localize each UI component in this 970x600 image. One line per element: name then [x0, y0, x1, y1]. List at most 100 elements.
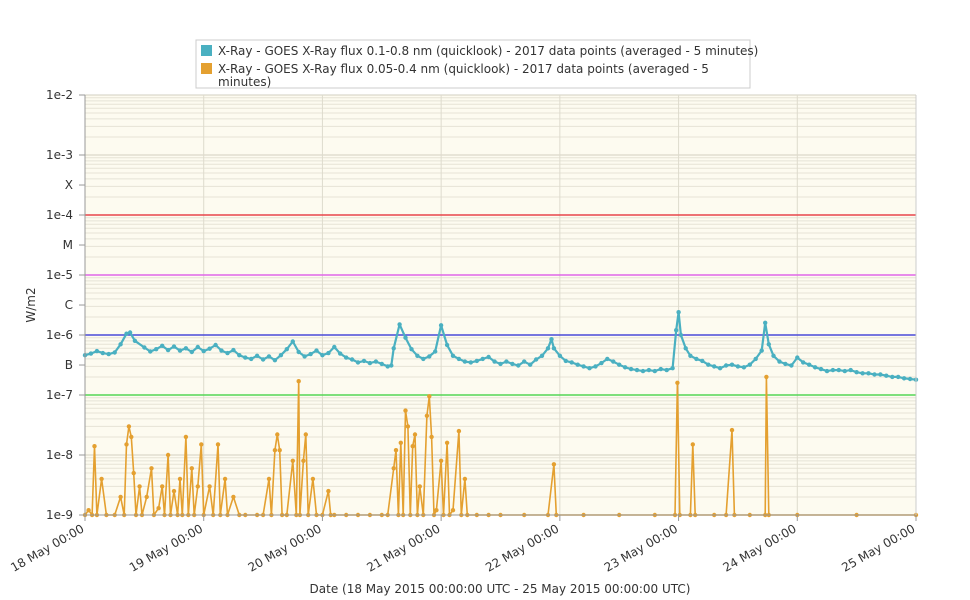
- data-point: [427, 354, 432, 359]
- data-point: [646, 367, 652, 373]
- data-point: [456, 428, 462, 434]
- data-point: [266, 476, 272, 482]
- data-point: [766, 342, 771, 347]
- data-point: [842, 368, 847, 374]
- data-point: [338, 351, 343, 356]
- data-point: [415, 353, 420, 358]
- data-point: [830, 367, 836, 373]
- data-point: [94, 348, 100, 354]
- data-point: [801, 360, 806, 365]
- data-point: [551, 462, 557, 467]
- data-point: [753, 356, 758, 362]
- y-axis-title: W/m2: [24, 287, 38, 322]
- x-tick-labels: 18 May 00:00 19 May 00:00 20 May 00:00 21 M…: [8, 515, 918, 575]
- data-point: [498, 361, 503, 367]
- legend-label-series-2-line-1: X-Ray - GOES X-Ray flux 0.05-0.4 nm (qui…: [218, 62, 709, 76]
- y-tick-label: 1e-7: [46, 388, 73, 402]
- data-point: [427, 394, 432, 399]
- data-point: [100, 350, 106, 356]
- data-point: [462, 476, 468, 482]
- data-point: [349, 357, 355, 362]
- data-point: [149, 466, 154, 471]
- data-point: [824, 368, 830, 374]
- data-point: [124, 331, 129, 336]
- data-point: [361, 358, 367, 364]
- data-point: [818, 366, 824, 372]
- data-point: [866, 371, 871, 376]
- data-point: [450, 508, 456, 513]
- data-point: [480, 356, 485, 362]
- data-point: [222, 476, 228, 482]
- data-point: [676, 310, 681, 315]
- data-point: [678, 332, 684, 338]
- x-tick-label: 18 May 00:00: [8, 521, 86, 574]
- y-tick-label: 1e-2: [46, 88, 73, 102]
- data-point: [86, 508, 91, 513]
- data-point: [326, 350, 331, 356]
- data-point: [848, 367, 853, 373]
- legend-label-series-2[interactable]: X-Ray - GOES X-Ray flux 0.05-0.4 nm (qui…: [218, 62, 713, 89]
- data-point: [634, 367, 640, 373]
- data-point: [640, 368, 646, 374]
- y-tick-label: 1e-3: [46, 148, 73, 162]
- data-point: [878, 372, 883, 377]
- data-point: [735, 364, 741, 369]
- legend-swatch-series-2: [201, 63, 212, 74]
- data-point: [156, 506, 161, 511]
- data-point: [593, 364, 598, 369]
- y-tick-label: B: [65, 358, 73, 372]
- x-tick-label: 23 May 00:00: [602, 521, 680, 574]
- data-point: [405, 424, 411, 429]
- data-point: [522, 359, 527, 364]
- data-point: [438, 323, 444, 328]
- data-point: [557, 353, 563, 358]
- legend-swatch-series-1: [201, 45, 212, 56]
- y-tick-label: X: [65, 178, 73, 192]
- data-point: [154, 347, 159, 352]
- data-point: [890, 374, 895, 380]
- data-point: [907, 376, 913, 382]
- data-point: [112, 350, 117, 355]
- data-point: [266, 354, 272, 359]
- data-point: [165, 452, 171, 458]
- data-point: [533, 357, 539, 362]
- data-point: [569, 360, 574, 365]
- data-point: [237, 353, 242, 358]
- y-tick-label: 1e-5: [46, 268, 73, 282]
- data-point: [144, 494, 149, 500]
- data-point: [249, 356, 254, 362]
- data-point: [884, 373, 889, 378]
- data-point: [231, 494, 236, 500]
- data-point: [854, 370, 859, 375]
- data-point: [836, 367, 841, 373]
- data-point: [438, 458, 444, 463]
- data-point: [717, 366, 723, 371]
- data-point: [410, 444, 415, 449]
- data-point: [789, 363, 794, 368]
- series-layer: [82, 310, 919, 518]
- data-point: [421, 356, 426, 362]
- x-tick-label: 21 May 00:00: [364, 521, 442, 574]
- data-point: [367, 360, 373, 366]
- y-tick-label: 1e-6: [46, 328, 73, 342]
- data-point: [617, 362, 622, 367]
- data-point: [398, 440, 403, 445]
- data-point: [450, 353, 456, 358]
- data-point: [723, 363, 729, 368]
- data-point: [177, 348, 183, 353]
- data-point: [171, 344, 177, 349]
- data-point: [397, 322, 402, 327]
- data-point: [215, 442, 221, 447]
- data-point: [492, 359, 497, 364]
- data-point: [575, 362, 580, 367]
- data-point: [812, 365, 818, 370]
- legend-label-series-1[interactable]: X-Ray - GOES X-Ray flux 0.1-0.8 nm (quic…: [218, 44, 758, 58]
- data-point: [225, 350, 230, 356]
- data-point: [195, 344, 200, 350]
- data-point: [434, 508, 439, 513]
- data-point: [160, 484, 165, 489]
- y-tick-label: 1e-8: [46, 448, 73, 462]
- data-point: [539, 353, 545, 358]
- data-point: [516, 363, 521, 368]
